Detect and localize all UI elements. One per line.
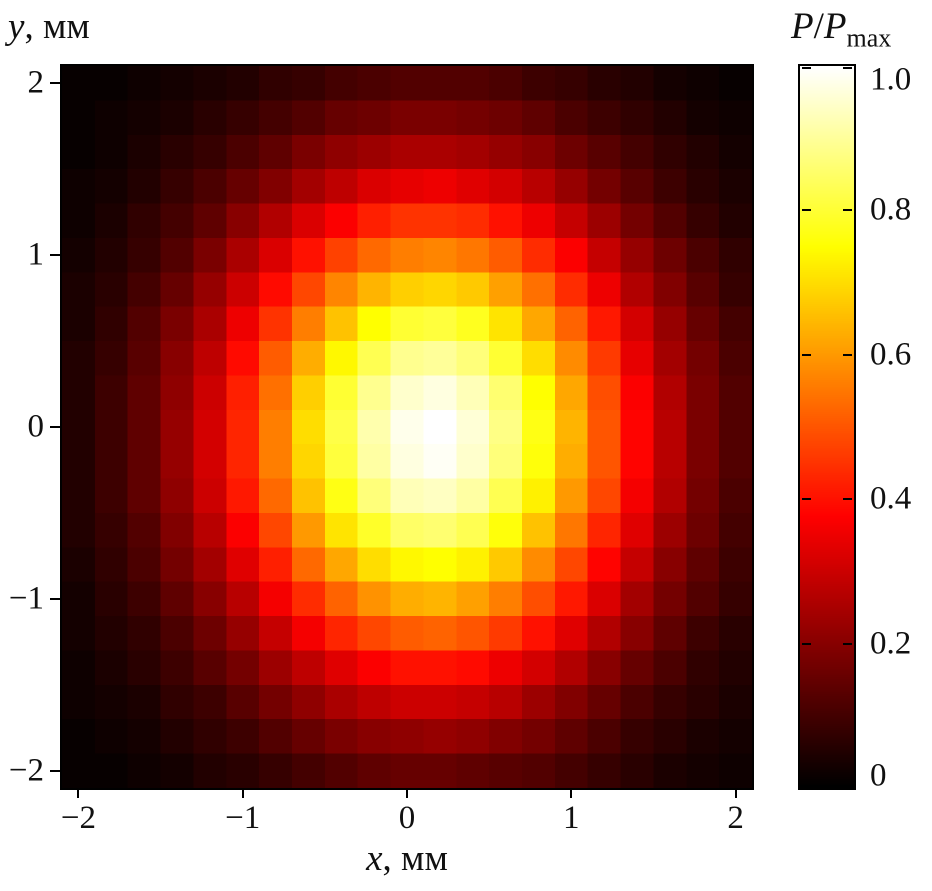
x-tick-mark xyxy=(570,788,573,798)
y-tick-label: −2 xyxy=(8,752,44,789)
x-tick-label: 0 xyxy=(398,800,416,836)
x-axis-title-variable: x xyxy=(366,838,383,879)
y-axis-title-unit: , мм xyxy=(24,6,90,47)
y-tick-mark xyxy=(50,769,60,772)
y-axis-title: y, мм xyxy=(8,8,90,45)
colorbar-tick-mark xyxy=(843,353,852,356)
colorbar-tick-mark xyxy=(802,498,811,501)
colorbar-title-pmax: P xyxy=(823,6,847,47)
colorbar-tick-mark xyxy=(802,67,811,69)
colorbar-tick-mark xyxy=(843,498,852,501)
colorbar-tick-label: 0.2 xyxy=(870,625,912,662)
colorbar-tick-mark xyxy=(843,642,852,645)
x-tick-label: 1 xyxy=(563,800,580,836)
colorbar-tick-mark xyxy=(802,785,811,787)
heatmap-canvas xyxy=(62,66,752,788)
x-tick-mark xyxy=(241,788,244,798)
x-tick-mark xyxy=(734,788,737,798)
colorbar-tick-mark xyxy=(843,785,852,787)
y-tick-mark xyxy=(50,426,60,428)
colorbar-title: P/Pmax xyxy=(791,8,891,51)
colorbar-title-subscript: max xyxy=(846,23,892,53)
colorbar-tick-mark xyxy=(843,67,852,69)
x-tick-label: −2 xyxy=(60,800,96,836)
y-tick-mark xyxy=(50,82,60,85)
colorbar-tick-label: 1.0 xyxy=(870,61,912,98)
y-tick-mark xyxy=(50,254,60,257)
colorbar-tick-mark xyxy=(802,642,811,645)
x-tick-mark xyxy=(77,788,80,798)
x-axis-title-unit: , мм xyxy=(382,838,448,879)
colorbar-tick-label: 0.4 xyxy=(870,480,912,517)
colorbar-tick-mark xyxy=(843,209,852,212)
colorbar-canvas xyxy=(800,66,854,788)
colorbar-tick-mark xyxy=(802,209,811,212)
y-tick-mark xyxy=(50,597,60,600)
y-axis-title-variable: y xyxy=(8,6,25,47)
colorbar-title-slash: / xyxy=(813,6,824,47)
x-tick-mark xyxy=(406,788,408,798)
x-tick-label: 2 xyxy=(727,800,744,836)
colorbar-title-p: P xyxy=(791,6,814,47)
x-tick-label: −1 xyxy=(225,800,261,836)
y-tick-label: 0 xyxy=(27,408,45,445)
y-tick-label: −1 xyxy=(8,580,44,617)
colorbar-tick-label: 0.6 xyxy=(870,336,912,373)
colorbar xyxy=(798,64,856,790)
colorbar-tick-label: 0 xyxy=(870,757,887,794)
colorbar-tick-label: 0.8 xyxy=(870,191,912,228)
y-tick-label: 1 xyxy=(27,236,45,273)
y-tick-label: 2 xyxy=(27,64,45,101)
heatmap-plot-area xyxy=(60,64,754,790)
colorbar-tick-mark xyxy=(802,353,811,356)
x-axis-title: x, мм xyxy=(366,840,448,877)
